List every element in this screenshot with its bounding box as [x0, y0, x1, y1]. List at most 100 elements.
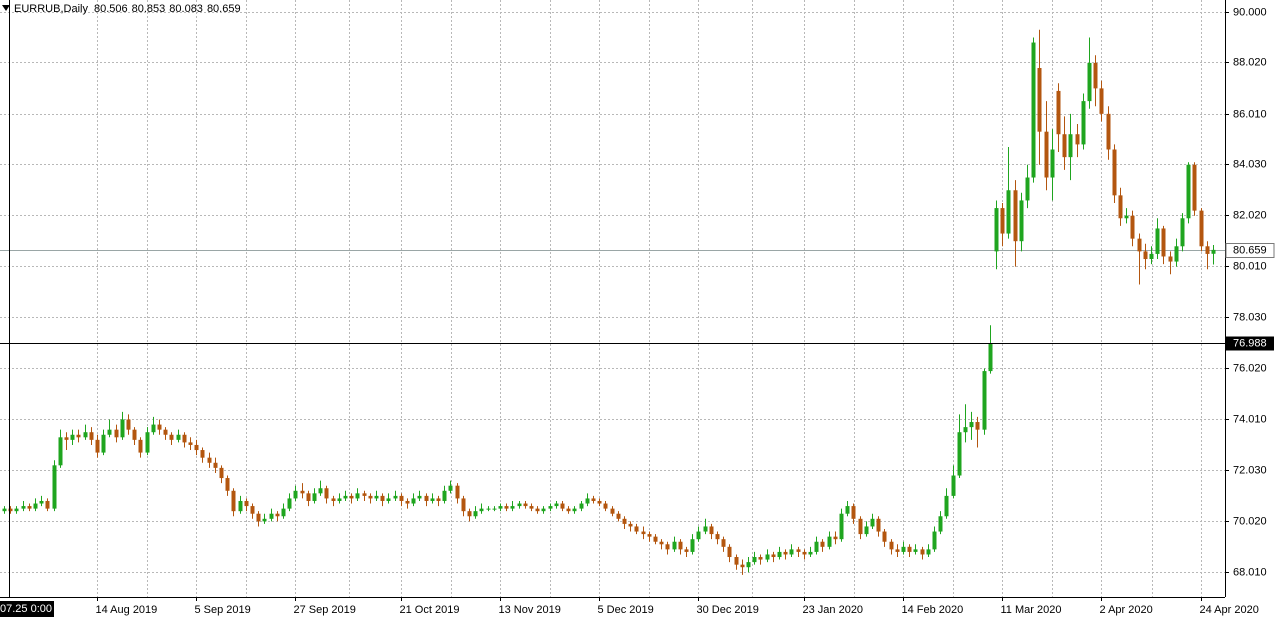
candle-body [343, 495, 348, 499]
candle-body [678, 541, 683, 550]
candle-body [572, 508, 577, 512]
candle-body [517, 503, 522, 507]
candle-body [820, 541, 825, 547]
candle-body [238, 500, 243, 512]
candle-body [684, 549, 689, 552]
menu-triangle[interactable] [2, 5, 10, 11]
x-tick-label: 14 Feb 2020 [902, 604, 964, 616]
candle-body [101, 434, 106, 453]
candle-body [690, 539, 695, 552]
candle-body [504, 506, 509, 509]
candle-body [665, 544, 670, 550]
candle-body [535, 508, 540, 512]
candle-body [1006, 190, 1011, 234]
candle-body [145, 432, 150, 453]
candle-body [1161, 228, 1166, 257]
candle-body [45, 500, 50, 509]
candle-body [393, 495, 398, 499]
y-tick-label: 88.020 [1233, 56, 1267, 68]
candle-body [207, 457, 212, 463]
candle-body [138, 439, 143, 453]
candle-body [622, 518, 627, 524]
candle-body [1037, 68, 1042, 132]
candle-body [1168, 256, 1173, 262]
candle-body [52, 465, 57, 509]
candle-body [14, 508, 19, 512]
candle-body [727, 546, 732, 558]
candle-body [603, 503, 608, 509]
candle-body [634, 526, 639, 532]
candle-body [1031, 42, 1036, 178]
open-value: 80.506 [94, 3, 128, 15]
candle-body [293, 490, 298, 499]
candle-body [802, 551, 807, 555]
crosshair-time-box [0, 601, 54, 617]
candle-body [442, 490, 447, 501]
candle-body [1180, 218, 1185, 247]
candle-body [312, 493, 317, 501]
candle-body [455, 485, 460, 499]
candle-body [486, 508, 491, 510]
candle-body [765, 554, 770, 560]
candle-body [479, 508, 484, 512]
candle-body [913, 549, 918, 552]
candle-body [1075, 134, 1080, 145]
chart-title: EURRUB,Daily 80.506 80.853 80.083 80.659 [14, 3, 241, 15]
y-tick-label: 82.020 [1233, 209, 1267, 221]
y-tick-label: 68.010 [1233, 566, 1267, 578]
candle-body [107, 429, 112, 435]
candle-body [498, 506, 503, 509]
candle-body [721, 539, 726, 547]
symbol: EURRUB,Daily [14, 3, 88, 15]
candle-body [33, 503, 38, 509]
candle-body [1124, 215, 1129, 219]
candle-body [758, 557, 763, 560]
candle-body [647, 534, 652, 537]
candle-body [114, 429, 119, 438]
candle-body [988, 343, 993, 372]
candle-body [275, 513, 280, 517]
candle-body [1205, 246, 1210, 254]
candle-body [76, 434, 81, 438]
candle-body [250, 506, 255, 514]
candle-body [1025, 177, 1030, 201]
candle-body [355, 493, 360, 499]
candle-body [362, 493, 367, 496]
candle-body [269, 513, 274, 519]
candle-body [151, 424, 156, 433]
candle-body [89, 432, 94, 440]
candle-body [1093, 62, 1098, 89]
candle-body [461, 498, 466, 512]
candle-body [417, 495, 422, 499]
candle-body [740, 564, 745, 568]
candle-body [1143, 251, 1148, 260]
candle-body [703, 526, 708, 532]
candle-body [752, 557, 757, 563]
candle-body [709, 526, 714, 535]
candle-body [876, 518, 881, 532]
candle-body [548, 506, 553, 509]
y-tick-label: 70.020 [1233, 515, 1267, 527]
y-tick-label: 90.000 [1233, 6, 1267, 18]
candle-body [256, 513, 261, 522]
candle-body [591, 498, 596, 501]
candle-body [126, 419, 131, 430]
candle-body [1118, 195, 1123, 219]
candle-body [963, 427, 968, 433]
y-tick-label: 78.030 [1233, 311, 1267, 323]
candle-body [1137, 238, 1142, 252]
candle-body [132, 429, 137, 440]
candle-body [616, 513, 621, 519]
y-tick-label: 84.030 [1233, 158, 1267, 170]
candle-body [1106, 113, 1111, 150]
candle-body [579, 503, 584, 509]
candle-body [951, 475, 956, 496]
candle-body [349, 495, 354, 499]
candle-body [1081, 101, 1086, 145]
candle-body [975, 422, 980, 430]
x-tick-label: 13 Nov 2019 [499, 604, 561, 616]
candle-body [287, 498, 292, 509]
